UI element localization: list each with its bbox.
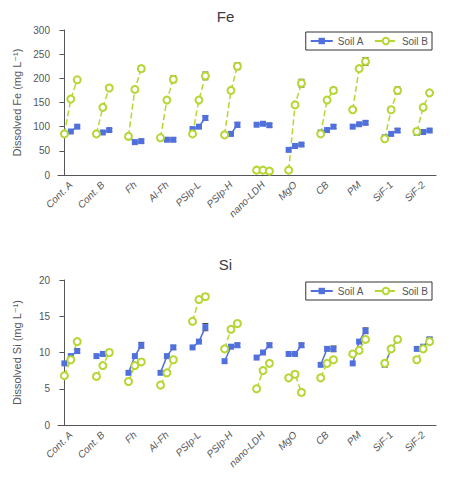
svg-text:Dissolved Fe (mg L⁻¹): Dissolved Fe (mg L⁻¹) <box>11 49 23 157</box>
svg-text:CB: CB <box>313 429 331 447</box>
svg-text:Cont. A: Cont. A <box>44 179 75 210</box>
svg-text:Si: Si <box>219 256 232 273</box>
svg-text:20: 20 <box>39 275 51 286</box>
svg-text:Cont. A: Cont. A <box>44 429 75 460</box>
svg-text:Soil B: Soil B <box>402 286 428 297</box>
svg-text:PSIp-H: PSIp-H <box>204 429 235 460</box>
svg-text:SiF-1: SiF-1 <box>370 429 395 454</box>
svg-text:MgO: MgO <box>276 179 299 202</box>
svg-text:SiF-2: SiF-2 <box>402 429 427 454</box>
svg-text:PSIp-L: PSIp-L <box>173 179 202 208</box>
svg-text:Al-Fh: Al-Fh <box>145 179 171 205</box>
svg-text:Soil A: Soil A <box>338 286 364 297</box>
svg-text:15: 15 <box>39 311 51 322</box>
svg-text:Cont. B: Cont. B <box>75 429 107 461</box>
svg-text:300: 300 <box>33 25 50 36</box>
svg-text:Soil A: Soil A <box>338 36 364 47</box>
svg-text:50: 50 <box>39 145 51 156</box>
svg-text:0: 0 <box>44 420 50 431</box>
svg-text:nano-LDH: nano-LDH <box>227 179 268 220</box>
svg-text:SiF-2: SiF-2 <box>402 179 427 204</box>
svg-text:0: 0 <box>44 170 50 181</box>
svg-text:Al-Fh: Al-Fh <box>145 429 171 455</box>
svg-text:nano-LDH: nano-LDH <box>227 429 268 470</box>
svg-text:PSIp-H: PSIp-H <box>204 179 235 210</box>
svg-text:SiF-1: SiF-1 <box>370 179 395 204</box>
svg-text:PM: PM <box>345 429 364 448</box>
svg-text:200: 200 <box>33 73 50 84</box>
svg-text:250: 250 <box>33 49 50 60</box>
svg-text:Fh: Fh <box>123 429 139 445</box>
svg-text:PM: PM <box>345 179 364 198</box>
svg-text:5: 5 <box>44 383 50 394</box>
svg-text:Fe: Fe <box>217 8 235 25</box>
svg-text:CB: CB <box>313 179 331 197</box>
svg-text:Dissolved Si (mg L⁻¹): Dissolved Si (mg L⁻¹) <box>11 300 23 405</box>
svg-text:100: 100 <box>33 121 50 132</box>
svg-text:Fh: Fh <box>123 179 139 195</box>
svg-text:Cont. B: Cont. B <box>75 179 107 211</box>
svg-text:Soil B: Soil B <box>402 36 428 47</box>
svg-text:MgO: MgO <box>276 429 299 452</box>
svg-text:PSIp-L: PSIp-L <box>173 429 202 458</box>
svg-text:10: 10 <box>39 347 51 358</box>
svg-text:150: 150 <box>33 97 50 108</box>
